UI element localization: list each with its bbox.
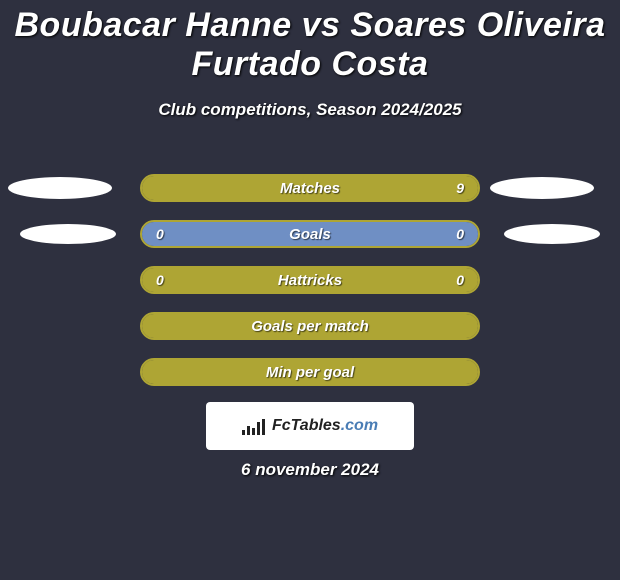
stat-row: Matches 9 [0, 174, 620, 202]
footer-date: 6 november 2024 [0, 460, 620, 480]
logo-brand: FcTables [272, 417, 341, 434]
stat-pill: Hattricks 0 0 [140, 266, 480, 294]
stat-value-right: 0 [456, 226, 464, 242]
stat-row: Goals per match [0, 312, 620, 340]
stat-value-right: 0 [456, 272, 464, 288]
stat-value-left: 0 [156, 226, 164, 242]
side-ellipse-left [8, 177, 112, 199]
side-ellipse-left [20, 224, 116, 244]
side-ellipse-right [490, 177, 594, 199]
stat-row: Hattricks 0 0 [0, 266, 620, 294]
stat-label: Hattricks [278, 272, 342, 289]
stat-value-left: 0 [156, 272, 164, 288]
stat-pill: Min per goal [140, 358, 480, 386]
stat-pill: Goals per match [140, 312, 480, 340]
logo-box: FcTables.com [206, 402, 414, 450]
logo-suffix: .com [341, 417, 378, 434]
stat-pill: Matches 9 [140, 174, 480, 202]
stat-label: Goals [289, 226, 331, 243]
stat-value-right: 9 [456, 180, 464, 196]
page-subtitle: Club competitions, Season 2024/2025 [0, 100, 620, 120]
stat-rows: Matches 9 Goals 0 0 Hattricks 0 0 Goals per matc… [0, 174, 620, 404]
stat-label: Matches [280, 180, 340, 197]
stat-label: Min per goal [266, 364, 354, 381]
stat-label: Goals per match [251, 318, 369, 335]
logo-chart-icon [242, 417, 266, 435]
stat-pill: Goals 0 0 [140, 220, 480, 248]
infographic-root: Boubacar Hanne vs Soares Oliveira Furtad… [0, 0, 620, 580]
logo-text: FcTables.com [272, 417, 378, 435]
side-ellipse-right [504, 224, 600, 244]
stat-row: Min per goal [0, 358, 620, 386]
stat-row: Goals 0 0 [0, 220, 620, 248]
page-title: Boubacar Hanne vs Soares Oliveira Furtad… [0, 0, 620, 84]
